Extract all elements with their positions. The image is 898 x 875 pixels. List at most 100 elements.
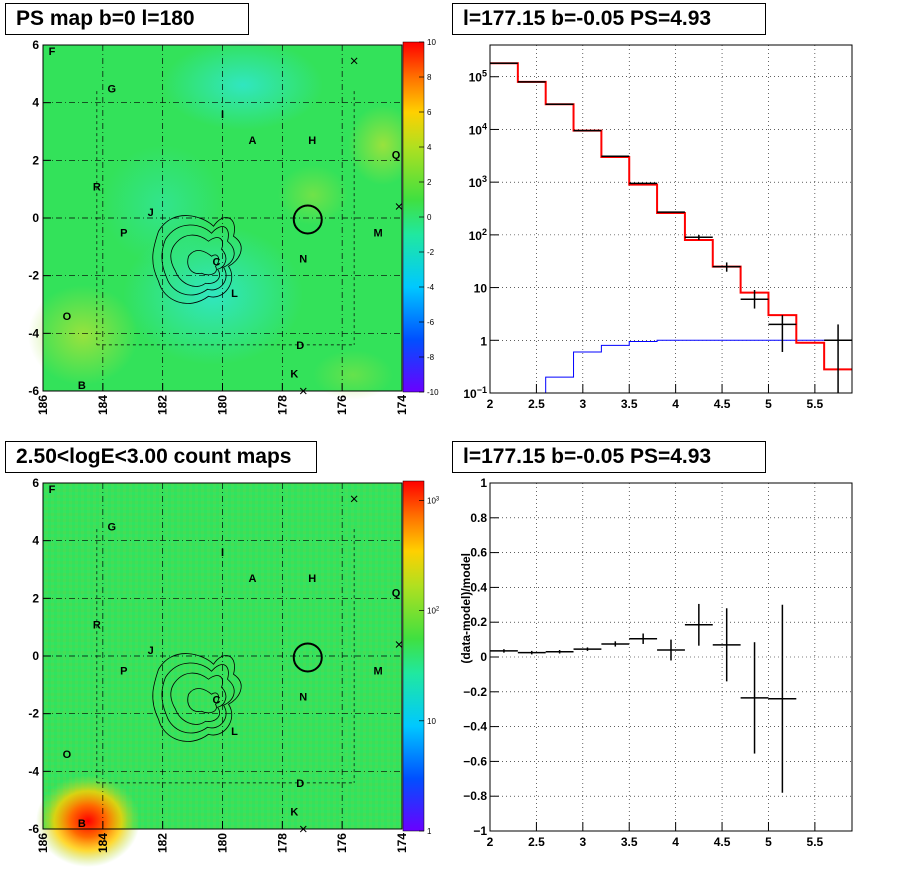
count-map-source-label-B: B: [78, 818, 86, 830]
count-map-ytick-label: 4: [32, 534, 39, 548]
residual-ytick-label: 0.6: [470, 546, 487, 560]
ps-map-source-label-L: L: [231, 288, 238, 300]
ps-map-blob: [313, 350, 393, 400]
ps-map-source-label-G: G: [108, 83, 117, 95]
spectrum-ytick-label: 10−1: [463, 385, 487, 401]
residual-ytick-label: 1: [480, 476, 487, 490]
residual-xtick-label: 2: [487, 835, 494, 849]
count-map-source-label-H: H: [308, 573, 316, 585]
ps-map-snr-contour: [187, 250, 220, 276]
ps-map-source-label-H: H: [308, 135, 316, 147]
count-map-source-label-P: P: [120, 665, 127, 677]
residual-ytick-label: 0.4: [470, 580, 487, 594]
residual-ytick-label: 0: [480, 650, 487, 664]
ps-map-x-marker: [299, 387, 307, 395]
count-map-ytick-label: -6: [28, 822, 39, 836]
ps-map-xtick-label: 178: [275, 395, 289, 415]
count-map-xtick-label: 184: [96, 833, 110, 853]
residual-xtick-label: 4: [672, 835, 679, 849]
count-map-snr-contour: [152, 653, 242, 742]
ps-map-xtick-label: 182: [156, 395, 170, 415]
ps-map-snr-contour: [161, 224, 235, 296]
ps-map-blob: [28, 285, 138, 385]
ps-map-snr-contour: [152, 215, 242, 304]
ps-map-blob: [348, 105, 418, 185]
ps-map-source-circle: [292, 204, 323, 235]
residual-ytick-label: −0.8: [463, 789, 487, 803]
ps-map-xtick-label: 184: [96, 395, 110, 415]
count-map-ytick-label: 6: [32, 476, 39, 490]
ps-map-blob: [163, 40, 323, 130]
ps-map-ytick-label: 6: [32, 38, 39, 52]
residual-xtick-label: 3.5: [621, 835, 638, 849]
ps-map-source-label-Q: Q: [392, 150, 401, 162]
spectrum-xtick-label: 2: [487, 397, 494, 411]
spectrum-ytick-label: 103: [469, 174, 487, 190]
spectrum-title: l=177.15 b=-0.05 PS=4.93: [452, 3, 766, 35]
ps-map-colorbar-label: -2: [427, 248, 435, 257]
residual-ylabel: (data-model)/model: [459, 553, 473, 664]
spectrum-frame: [489, 44, 853, 394]
ps-map-source-label-A: A: [248, 135, 256, 147]
spectrum-ytick-label: 104: [469, 121, 487, 137]
count-map-source-label-K: K: [290, 807, 298, 819]
spectrum-ytick-label: 105: [469, 69, 487, 85]
count-map-colorbar-label: 103: [427, 496, 440, 505]
spectrum-xtick-label: 5: [765, 397, 772, 411]
count-map-title: 2.50<logE<3.00 count maps: [5, 441, 317, 473]
ps-map-source-label-D: D: [296, 340, 304, 352]
ps-map-xtick-label: 174: [395, 395, 409, 415]
residual-xtick-label: 3: [579, 835, 586, 849]
ps-map-colorbar-label: 2: [427, 178, 432, 187]
count-map-xtick-label: 176: [335, 833, 349, 853]
ps-map-blob: [278, 165, 348, 225]
spectrum-xtick-label: 3.5: [621, 397, 638, 411]
ps-map-source-label-F: F: [49, 46, 56, 58]
spectrum-plot-area: [490, 45, 852, 393]
ps-map-source-label-R: R: [93, 181, 101, 193]
ps-map-xtick-label: 186: [36, 395, 50, 415]
residual-xtick-label: 5: [765, 835, 772, 849]
residual-xtick-label: 2.5: [528, 835, 545, 849]
count-map-source-label-C: C: [213, 694, 221, 706]
ps-map-colorbar-label: 10: [427, 38, 436, 47]
count-map-xtick-label: 186: [36, 833, 50, 853]
count-map-source-label-I: I: [221, 547, 224, 559]
spectrum-xtick-label: 4: [672, 397, 679, 411]
ps-map-x-marker: [350, 57, 358, 65]
count-map-source-circle: [292, 642, 323, 673]
ps-map-source-label-P: P: [120, 227, 127, 239]
count-map-xtick-label: 178: [275, 833, 289, 853]
count-map-ytick-label: -2: [28, 707, 39, 721]
count-map-snr-contour: [170, 672, 227, 725]
count-map-snr-contour: [161, 662, 235, 734]
ps-map-xtick-label: 176: [335, 395, 349, 415]
count-map-source-label-G: G: [108, 521, 117, 533]
spectrum-xtick-label: 3: [579, 397, 586, 411]
count-map-source-label-O: O: [63, 749, 72, 761]
spectrum-xtick-label: 4.5: [714, 397, 731, 411]
residual-ytick-label: −0.6: [463, 754, 487, 768]
count-map-snr-contour: [187, 688, 220, 714]
count-map-source-label-J: J: [148, 645, 154, 657]
ps-map-source-label-O: O: [63, 311, 72, 323]
residual-ytick-label: 0.8: [470, 511, 487, 525]
ps-map-colorbar-label: -10: [427, 388, 439, 397]
ps-map-source-label-B: B: [78, 380, 86, 392]
count-map-source-label-F: F: [49, 484, 56, 496]
ps-map-colorbar-label: 0: [427, 213, 432, 222]
ps-map-ytick-label: 2: [32, 153, 39, 167]
ps-map-colorbar-label: 8: [427, 73, 432, 82]
count-map-x-marker: [395, 641, 403, 648]
ps-map-source-label-J: J: [148, 207, 154, 219]
count-map-ytick-label: 2: [32, 591, 39, 605]
residual-ytick-label: −0.4: [463, 720, 487, 734]
ps-map-title: PS map b=0 l=180: [5, 3, 249, 35]
count-map-xtick-label: 180: [216, 833, 230, 853]
count-map-hotspot: [36, 775, 140, 867]
ps-map-source-label-I: I: [221, 109, 224, 121]
count-map-source-label-Q: Q: [392, 588, 401, 600]
count-map-ytick-label: 0: [32, 649, 39, 663]
count-map-ytick-label: -4: [28, 764, 39, 778]
